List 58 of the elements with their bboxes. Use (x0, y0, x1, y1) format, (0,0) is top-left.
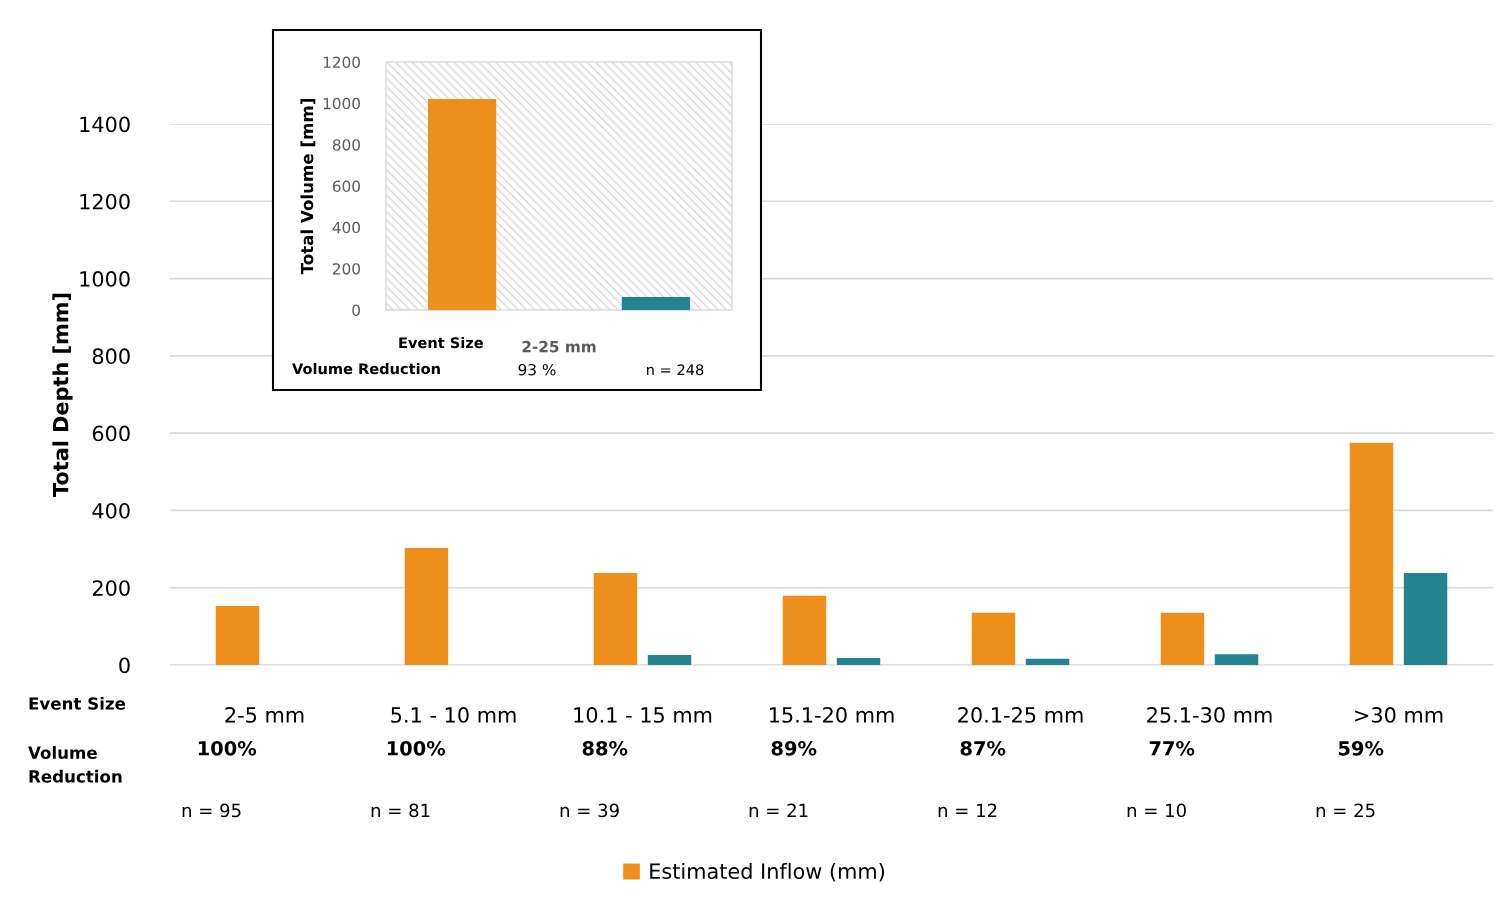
bar (1025, 658, 1070, 665)
bar (1214, 654, 1259, 665)
text: 87% (960, 740, 1006, 756)
text: 100% (198, 740, 257, 756)
x-tick-label: 2-25 mm (522, 340, 596, 353)
text: n = 10 (1127, 803, 1186, 818)
y-tick-label: 200 (92, 580, 130, 596)
text: Event Size (29, 696, 126, 710)
bar (1160, 612, 1205, 665)
y-tick-label: 800 (332, 139, 360, 151)
text: Volume Reduction (28, 746, 122, 783)
x-tick-label: 15.1-20 mm (769, 707, 894, 723)
y-tick-label: 200 (332, 263, 360, 275)
bar (404, 547, 449, 665)
bar (782, 595, 827, 665)
text: n = 25 (1316, 803, 1375, 818)
y-tick-label: 800 (92, 348, 130, 365)
text: 77% (1149, 740, 1195, 756)
bar (593, 573, 638, 665)
text: 100% (387, 740, 446, 756)
annotation: 93 % (518, 363, 556, 376)
bar (1349, 442, 1394, 665)
y-tick-label: 600 (92, 425, 130, 442)
annotation: n = 248 (647, 364, 704, 376)
x-tick-label: 5.1 - 10 mm (391, 707, 516, 723)
y-axis-title: Total Volume [mm] (300, 99, 316, 275)
y-tick-label: 1000 (80, 271, 130, 287)
text: n = 21 (749, 803, 808, 817)
y-tick-label: 1400 (80, 116, 130, 133)
text: 59% (1338, 740, 1384, 756)
x-tick-label: >30 mm (1355, 707, 1443, 723)
bar (215, 605, 260, 665)
y-tick-label: 0 (352, 304, 360, 317)
text: n = 95 (182, 803, 241, 818)
text: n = 81 (371, 803, 430, 818)
y-axis-title: Total Depth [mm] (52, 293, 73, 497)
x-tick-label: 2-5 mm (225, 707, 304, 723)
y-tick-label: 400 (332, 221, 360, 234)
y-tick-label: 600 (332, 180, 360, 193)
y-tick-label: 0 (119, 657, 130, 674)
bar (971, 612, 1016, 665)
bar (836, 658, 881, 665)
y-tick-label: 400 (92, 502, 130, 519)
y-tick-label: 1000 (323, 97, 360, 110)
legend-label: Estimated Inflow (mm) (650, 862, 885, 882)
bar (647, 654, 692, 665)
bar (1403, 573, 1448, 665)
x-tick-label: 25.1-30 mm (1147, 707, 1272, 723)
x-tick-label: 10.1 - 15 mm (574, 707, 712, 723)
text: n = 12 (938, 803, 997, 817)
y-tick-label: 1200 (80, 193, 130, 210)
annotation: Event Size (399, 336, 483, 349)
y-tick-label: 1200 (323, 56, 360, 69)
text: 89% (771, 740, 817, 756)
text: n = 39 (560, 803, 619, 818)
annotation: Volume Reduction (292, 362, 440, 375)
text: 88% (582, 740, 628, 756)
x-tick-label: 20.1-25 mm (958, 707, 1083, 723)
